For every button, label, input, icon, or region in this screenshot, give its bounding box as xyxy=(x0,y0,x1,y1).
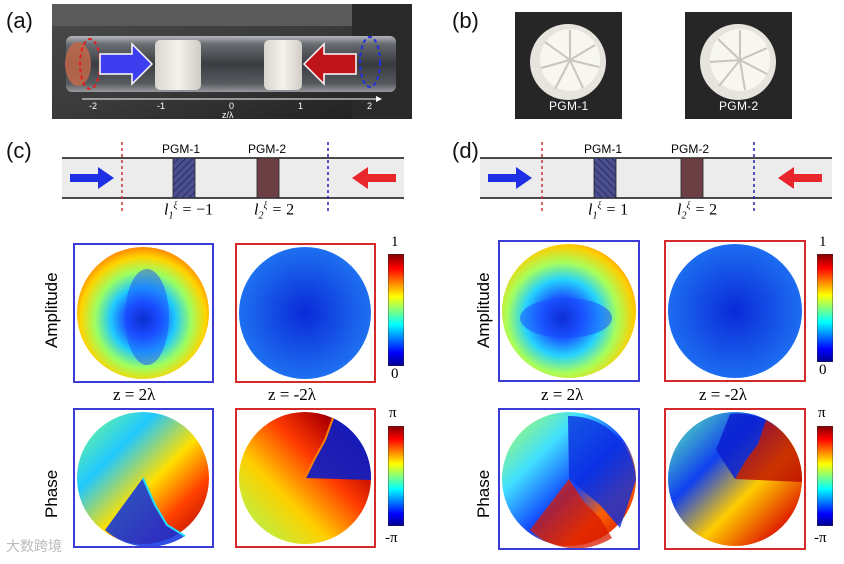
pgm2-caption: PGM-2 xyxy=(719,99,759,113)
schematic-c-pgm2-label: PGM-2 xyxy=(248,142,287,156)
z-label-d-minus: z = -2λ xyxy=(699,385,748,404)
schematic-d: PGM-1 PGM-2 l1ξ = 1 l2ξ = 2 xyxy=(480,140,832,230)
colorbar-amplitude-c-min: 0 xyxy=(391,366,399,382)
tick-1: 1 xyxy=(298,101,304,111)
amplitude-map-d-plus xyxy=(498,240,640,382)
pgm1-caption: PGM-1 xyxy=(549,99,589,113)
schematic-c-pgm1-label: PGM-1 xyxy=(162,142,201,156)
tick-0: 0 xyxy=(229,101,235,111)
amplitude-map-c-plus xyxy=(73,243,214,383)
schematic-d-l2: l2ξ = 2 xyxy=(677,200,718,222)
z-label-c-minus: z = -2λ xyxy=(268,385,317,404)
schematic-c: PGM-1 PGM-2 l1ξ = −1 l2ξ = 2 xyxy=(62,140,404,230)
tick-neg2: -2 xyxy=(89,101,98,111)
panel-label-a: (a) xyxy=(6,8,33,33)
colorbar-phase-d-min: -π xyxy=(814,530,827,546)
row-label-amplitude-c: Amplitude xyxy=(42,272,61,348)
schematic-c-l2: l2ξ = 2 xyxy=(254,200,295,222)
panel-label-d: (d) xyxy=(452,138,479,163)
phase-map-d-plus xyxy=(498,408,640,550)
tube-photo: -2 -1 0 1 2 z/λ xyxy=(52,4,412,120)
schematic-d-pgm1-label: PGM-1 xyxy=(584,142,623,156)
colorbar-phase-d-max: π xyxy=(818,405,826,421)
phase-map-c-minus xyxy=(235,408,376,548)
pgm1-photo: PGM-1 xyxy=(515,12,622,119)
axis-label-z: z/λ xyxy=(222,110,234,120)
row-label-phase-d: Phase xyxy=(474,469,493,518)
schematic-d-pgm2-label: PGM-2 xyxy=(671,142,710,156)
colorbar-amplitude-d-max: 1 xyxy=(819,234,827,250)
colorbar-phase-c-max: π xyxy=(389,405,397,421)
schematic-c-l1: l1ξ = −1 xyxy=(164,200,214,222)
colorbar-amplitude-c-max: 1 xyxy=(391,234,399,250)
schematic-d-l1: l1ξ = 1 xyxy=(588,200,629,222)
colorbar-amplitude-c xyxy=(387,253,405,367)
colorbar-phase-c xyxy=(387,425,405,527)
colorbar-amplitude-d xyxy=(816,253,834,363)
z-label-d-plus: z = 2λ xyxy=(541,385,584,404)
phase-map-d-minus xyxy=(664,408,806,550)
tick-neg1: -1 xyxy=(157,101,166,111)
watermark: 大数跨境 xyxy=(6,539,62,555)
amplitude-map-d-minus xyxy=(664,240,806,382)
row-label-amplitude-d: Amplitude xyxy=(474,272,493,348)
tick-2: 2 xyxy=(367,101,373,111)
colorbar-phase-d xyxy=(816,425,834,527)
panel-label-b: (b) xyxy=(452,8,479,33)
colorbar-amplitude-d-min: 0 xyxy=(819,362,827,378)
amplitude-map-c-minus xyxy=(235,243,376,383)
pgm2-photo: PGM-2 xyxy=(685,12,792,119)
row-label-phase-c: Phase xyxy=(42,469,61,518)
colorbar-phase-c-min: -π xyxy=(385,530,398,546)
z-label-c-plus: z = 2λ xyxy=(113,385,156,404)
panel-label-c: (c) xyxy=(6,138,32,163)
phase-map-c-plus xyxy=(73,408,214,548)
